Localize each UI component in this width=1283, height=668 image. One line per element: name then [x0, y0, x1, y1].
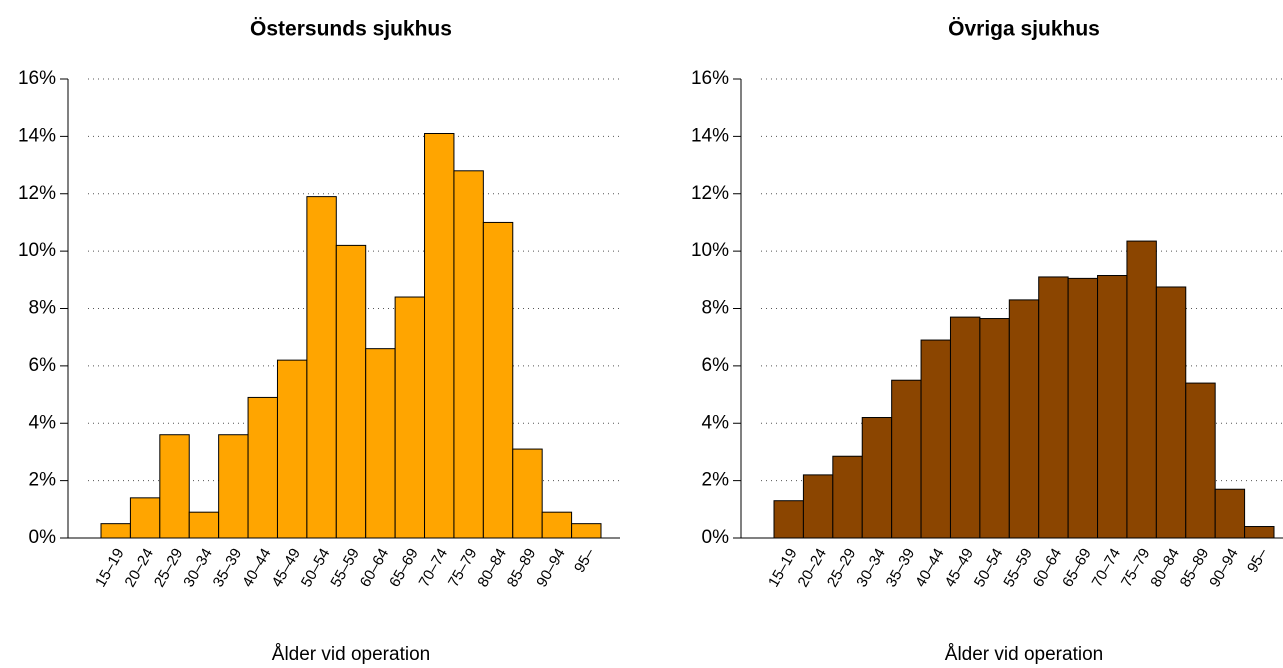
bar: [100, 523, 131, 539]
y-tick-label: 4%: [702, 412, 730, 433]
y-tick-label: 0%: [702, 527, 730, 548]
x-tick-label: 55–59: [327, 545, 363, 590]
x-tick-label: 50–54: [971, 545, 1007, 590]
bar: [129, 497, 161, 539]
bar: [1155, 286, 1187, 539]
x-tick-label: 40–44: [239, 545, 275, 590]
x-tick-label: 35–39: [210, 545, 246, 590]
bar: [541, 511, 573, 539]
x-tick-label: 75–79: [445, 545, 481, 590]
x-tick-label: 30–34: [180, 545, 216, 590]
y-tick-label: 6%: [702, 355, 730, 376]
x-tick-label: 20–24: [121, 545, 157, 590]
x-tick-label: 90–94: [533, 545, 569, 590]
y-tick-label: 14%: [18, 125, 56, 146]
bar: [891, 379, 922, 539]
x-tick-label: 35–39: [883, 545, 919, 590]
bar: [1244, 526, 1275, 539]
bar: [453, 170, 484, 539]
bar: [306, 196, 337, 539]
x-tick-label: 65–69: [386, 545, 422, 590]
x-tick-label: 60–64: [357, 545, 393, 590]
x-tick-label: 85–89: [504, 545, 540, 590]
x-tick-label: 80–84: [1147, 545, 1183, 590]
x-tick-label: 40–44: [912, 545, 948, 590]
bar: [188, 511, 220, 539]
bar: [832, 455, 863, 539]
x-tick-label: 25–29: [824, 545, 860, 590]
bar: [482, 221, 514, 539]
x-tick-label: 30–34: [853, 545, 889, 590]
bar: [1185, 382, 1216, 539]
x-tick-label: 55–59: [1000, 545, 1036, 590]
x-axis-label: Ålder vid operation: [272, 644, 430, 665]
y-tick-label: 16%: [18, 68, 56, 89]
y-tick-label: 2%: [702, 470, 730, 491]
x-tick-label: 60–64: [1030, 545, 1066, 590]
y-tick-label: 8%: [702, 298, 730, 319]
x-tick-label: 95–: [571, 545, 599, 576]
y-tick-label: 10%: [18, 240, 56, 261]
x-tick-label: 45–49: [941, 545, 977, 590]
x-tick-label: 95–: [1244, 545, 1272, 576]
x-tick-label: 90–94: [1206, 545, 1242, 590]
bar: [424, 133, 455, 539]
bar: [1008, 299, 1040, 539]
x-tick-label: 85–89: [1177, 545, 1213, 590]
bar: [802, 474, 834, 539]
bar: [1097, 275, 1128, 539]
x-tick-label: 20–24: [794, 545, 830, 590]
x-axis-label: Ålder vid operation: [945, 644, 1103, 665]
bar: [861, 417, 893, 539]
x-tick-label: 15–19: [765, 545, 801, 590]
y-tick-label: 12%: [18, 183, 56, 204]
x-tick-label: 45–49: [268, 545, 304, 590]
y-tick-label: 8%: [29, 298, 57, 319]
y-tick-label: 10%: [691, 240, 729, 261]
x-tick-label: 65–69: [1059, 545, 1095, 590]
x-tick-label: 15–19: [92, 545, 128, 590]
bar: [247, 396, 278, 539]
chart-title: Övriga sjukhus: [948, 18, 1100, 41]
x-tick-label: 25–29: [151, 545, 187, 590]
y-tick-label: 6%: [29, 355, 57, 376]
bar: [218, 434, 249, 539]
bar: [1067, 277, 1099, 539]
x-tick-label: 50–54: [298, 545, 334, 590]
bar: [1038, 276, 1069, 539]
bar: [365, 348, 396, 539]
y-tick-label: 4%: [29, 412, 57, 433]
chart-title: Östersunds sjukhus: [250, 18, 452, 41]
y-tick-label: 14%: [691, 125, 729, 146]
bar: [335, 244, 367, 539]
x-tick-label: 75–79: [1118, 545, 1154, 590]
bar: [773, 500, 804, 539]
y-tick-label: 2%: [29, 470, 57, 491]
x-tick-label: 70–74: [1089, 545, 1125, 590]
bar: [920, 339, 951, 539]
bar: [159, 434, 190, 539]
bar: [1126, 240, 1157, 539]
x-tick-label: 70–74: [416, 545, 452, 590]
bar: [276, 359, 308, 539]
bar: [1214, 488, 1246, 539]
y-tick-label: 16%: [691, 68, 729, 89]
bar: [512, 448, 543, 539]
bar: [571, 523, 602, 539]
y-tick-label: 12%: [691, 183, 729, 204]
bar: [949, 316, 981, 539]
y-tick-label: 0%: [29, 527, 57, 548]
bar: [394, 296, 426, 539]
x-tick-label: 80–84: [474, 545, 510, 590]
bar: [979, 318, 1010, 539]
